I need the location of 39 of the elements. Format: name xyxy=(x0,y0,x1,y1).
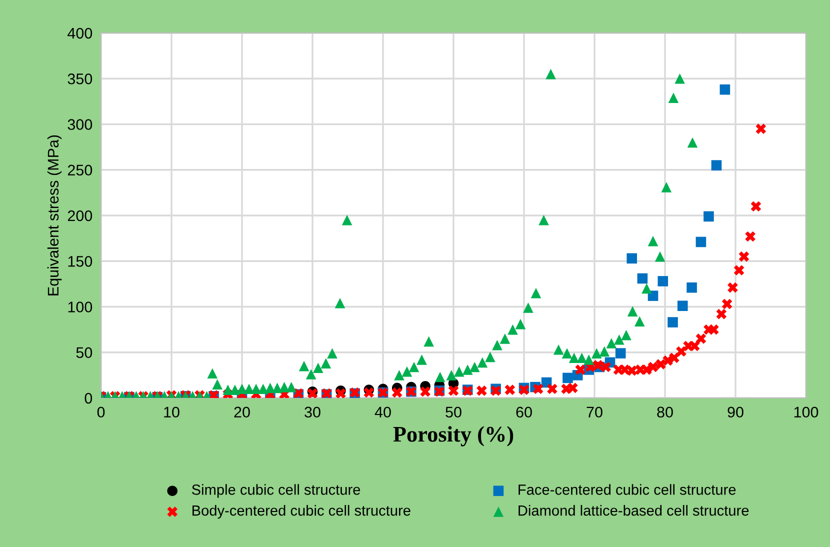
y-tick-label: 150 xyxy=(68,256,92,267)
y-tick-label: 100 xyxy=(68,302,92,312)
point xyxy=(668,317,678,328)
legend-label: Simple cubic cell structure xyxy=(192,484,360,498)
y-tick-label: 350 xyxy=(68,73,92,84)
x-tick-label: 30 xyxy=(304,406,320,418)
point xyxy=(711,160,722,170)
point xyxy=(658,276,668,286)
x-tick-label: 20 xyxy=(234,406,250,418)
x-tick-label: 70 xyxy=(586,406,602,418)
x-tick-label: 90 xyxy=(728,406,744,418)
x-tick-label: 100 xyxy=(794,406,818,418)
x-tick-label: 40 xyxy=(374,406,391,418)
x-tick-label: 10 xyxy=(164,406,180,418)
point xyxy=(696,236,706,248)
x-tick-label: 60 xyxy=(516,406,532,418)
point xyxy=(637,273,648,284)
y-tick-label: 50 xyxy=(76,347,92,358)
legend-label: Body-centered cubic cell structure xyxy=(192,505,410,519)
y-tick-label: 250 xyxy=(68,164,92,176)
point xyxy=(720,84,730,95)
x-tick-label: 0 xyxy=(97,406,105,418)
point xyxy=(648,290,658,301)
x-axis-title: Porosity (%) xyxy=(393,426,514,446)
legend-label: Face-centered cubic cell structure xyxy=(518,484,736,495)
point xyxy=(686,282,697,293)
point xyxy=(704,211,714,222)
y-tick-label: 200 xyxy=(68,210,92,222)
x-tick-label: 80 xyxy=(657,406,673,418)
point xyxy=(626,253,638,264)
y-tick-label: 300 xyxy=(68,119,92,130)
y-axis-title: Equivalent stress (MPa) xyxy=(47,135,62,296)
point xyxy=(677,300,688,311)
y-tick-label: 400 xyxy=(68,28,92,39)
y-tick-label: 0 xyxy=(84,392,92,404)
point xyxy=(615,348,626,358)
legend-label: Diamond lattice-based cell structure xyxy=(518,505,749,516)
x-tick-label: 50 xyxy=(446,406,462,418)
point xyxy=(562,372,573,384)
